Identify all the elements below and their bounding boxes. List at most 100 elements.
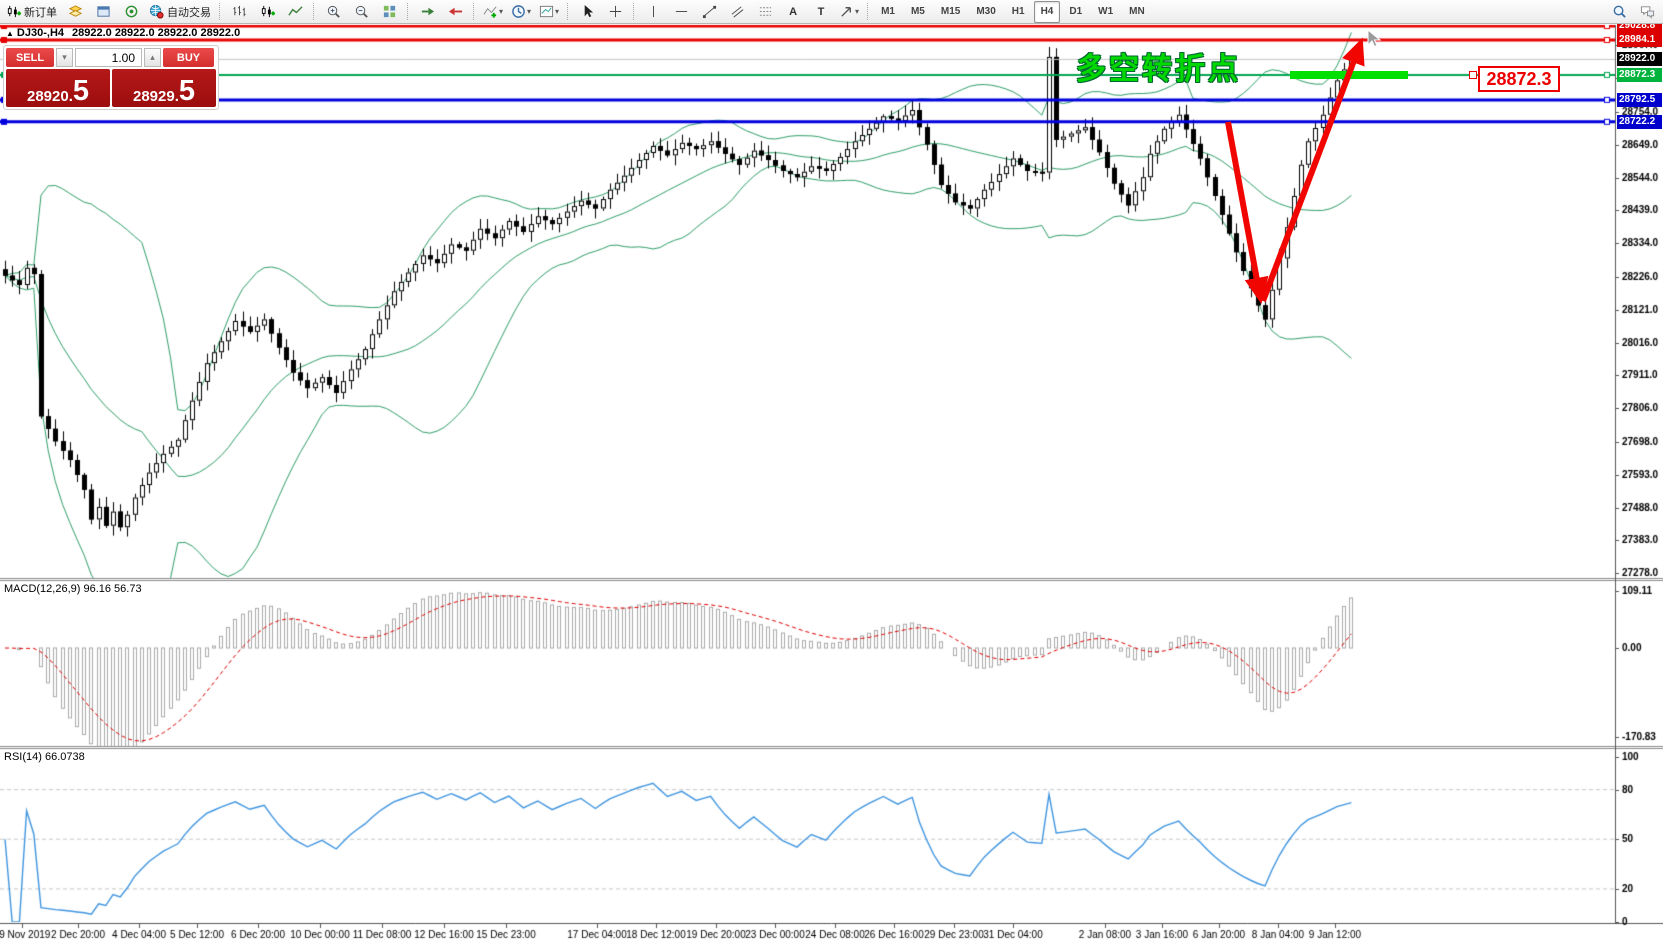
price-tag-label[interactable]: 28872.3: [1478, 66, 1560, 92]
chat-button[interactable]: [1634, 1, 1660, 23]
crosshair-tool-button[interactable]: [602, 1, 628, 23]
cursor-tool-button[interactable]: [574, 1, 600, 23]
label-tool-button[interactable]: T: [808, 1, 834, 23]
trend-arrow-up[interactable]: [1260, 37, 1365, 303]
vertical-line-tool-button[interactable]: [640, 1, 666, 23]
timeframe-h1-button[interactable]: H1: [1005, 1, 1032, 23]
trend-arrow-down[interactable]: [1225, 121, 1269, 304]
buy-price-display[interactable]: 28929. 5: [112, 69, 216, 107]
tile-windows-icon: [382, 4, 397, 19]
search-button[interactable]: [1606, 1, 1632, 23]
chevron-down-icon: ▾: [527, 7, 532, 16]
timeframe-label: D1: [1069, 6, 1083, 17]
spinner-up-icon: ▴: [150, 52, 155, 62]
price-badge: 28872.3: [1617, 68, 1662, 82]
buy-button[interactable]: BUY: [163, 48, 214, 67]
fibonacci-tool-button[interactable]: [752, 1, 778, 23]
timeframe-m1-button[interactable]: M1: [874, 1, 902, 23]
candlestick-chart-icon: [260, 4, 275, 19]
separator: [407, 3, 409, 20]
horizontal-line-tool-button[interactable]: [668, 1, 694, 23]
channel-tool-button[interactable]: [724, 1, 750, 23]
arrows-shape-icon: [839, 4, 854, 19]
timeframe-w1-button[interactable]: W1: [1091, 1, 1120, 23]
macd-indicator-label: MACD(12,26,9) 96.16 56.73: [4, 583, 142, 595]
trendline-tool-button[interactable]: [696, 1, 722, 23]
price-badge: 28984.1: [1617, 33, 1662, 47]
auto-trading-button[interactable]: 自动交易: [146, 1, 214, 23]
horizontal-line-icon: [674, 4, 689, 19]
volume-input[interactable]: 1.00: [75, 48, 142, 67]
periods-button[interactable]: ▾: [508, 1, 534, 23]
timeframe-d1-button[interactable]: D1: [1062, 1, 1089, 23]
zoom-out-button[interactable]: [348, 1, 374, 23]
clock-icon: [511, 4, 526, 19]
sell-price-main: 28920: [26, 88, 69, 105]
timeframe-label: W1: [1098, 6, 1114, 17]
chinese-annotation-text: 多空转折点: [1076, 53, 1241, 86]
timeframe-m30-button[interactable]: M30: [969, 1, 1002, 23]
chat-icon: [1640, 4, 1655, 19]
sell-price-dot: .: [68, 88, 73, 105]
zoom-out-icon: [354, 4, 369, 19]
sell-price-display[interactable]: 28920. 5: [6, 69, 110, 107]
price-badge: 28922.0: [1617, 52, 1662, 66]
vertical-line-icon: [646, 4, 661, 19]
zoom-in-button[interactable]: [320, 1, 346, 23]
volume-up-button[interactable]: ▴: [144, 48, 161, 67]
symbol-marker-icon: ▲: [6, 29, 14, 38]
separator: [473, 3, 475, 20]
trendline-icon: [702, 4, 717, 19]
shapes-tool-button[interactable]: ▾: [836, 1, 862, 23]
chart-shift-button[interactable]: [414, 1, 440, 23]
indicators-icon: [483, 4, 498, 19]
indicators-button[interactable]: ▾: [480, 1, 506, 23]
timeframe-label: MN: [1129, 6, 1145, 17]
layers-icon: [68, 4, 83, 19]
tile-windows-button[interactable]: [376, 1, 402, 23]
candlestick-chart-button[interactable]: [254, 1, 280, 23]
timeframe-label: M1: [881, 6, 895, 17]
timeframe-m5-button[interactable]: M5: [904, 1, 932, 23]
new-order-icon: [6, 4, 21, 19]
sell-button[interactable]: SELL: [6, 48, 54, 67]
price-badge: 28722.2: [1617, 115, 1662, 129]
chevron-down-icon: ▾: [499, 7, 504, 16]
layers-button[interactable]: [62, 1, 88, 23]
line-chart-button[interactable]: [282, 1, 308, 23]
new-chart-button[interactable]: [90, 1, 116, 23]
price-tag-handle[interactable]: [1469, 71, 1477, 79]
signals-button[interactable]: [118, 1, 144, 23]
chart-shift-icon: [420, 4, 435, 19]
new-chart-icon: [96, 4, 111, 19]
timeframe-m15-button[interactable]: M15: [934, 1, 967, 23]
separator: [219, 3, 221, 20]
sell-price-big-digit: 5: [72, 75, 90, 108]
mouse-cursor-icon: [1367, 29, 1382, 48]
separator: [867, 3, 869, 20]
auto-scroll-button[interactable]: [442, 1, 468, 23]
volume-down-button[interactable]: ▾: [56, 48, 73, 67]
price-badge: 28792.5: [1617, 93, 1662, 107]
new-order-label: 新订单: [24, 6, 57, 19]
text-tool-button[interactable]: A: [780, 1, 806, 23]
templates-button[interactable]: ▾: [536, 1, 562, 23]
chevron-down-icon: ▾: [555, 7, 560, 16]
timeframe-mn-button[interactable]: MN: [1122, 1, 1152, 23]
bar-chart-button[interactable]: [226, 1, 252, 23]
crosshair-icon: [608, 4, 623, 19]
timeframe-label: H4: [1040, 6, 1054, 17]
auto-trading-label: 自动交易: [167, 6, 211, 19]
auto-trading-icon: [149, 4, 164, 19]
separator: [313, 3, 315, 20]
timeframe-label: H1: [1011, 6, 1025, 17]
new-order-button[interactable]: 新订单: [3, 1, 60, 23]
text-tool-icon: A: [789, 5, 798, 18]
timeframe-h4-button[interactable]: H4: [1033, 0, 1061, 23]
line-chart-icon: [288, 4, 303, 19]
buy-price-main: 28929: [132, 88, 175, 105]
auto-scroll-icon: [448, 4, 463, 19]
